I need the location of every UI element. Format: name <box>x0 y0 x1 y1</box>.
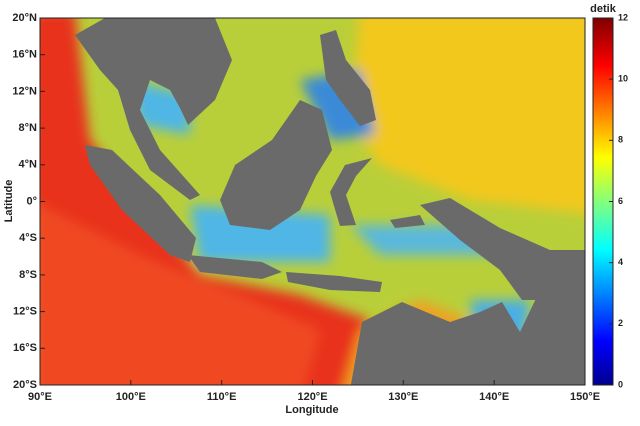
x-tick-label: 90°E <box>28 391 52 403</box>
colorbar-tick-label: 10 <box>618 74 628 84</box>
land <box>85 145 196 262</box>
y-axis-label: Latitude <box>3 180 15 223</box>
x-tick-label: 150°E <box>570 391 600 403</box>
y-tick-label: 20°N <box>12 12 37 24</box>
land <box>390 215 425 228</box>
x-tick-label: 130°E <box>388 391 418 403</box>
y-tick-label: 0° <box>26 195 37 207</box>
y-tick-label: 16°S <box>13 342 37 354</box>
land <box>320 30 376 126</box>
colorbar-label: detik <box>590 3 617 15</box>
x-tick-label: 140°E <box>479 391 509 403</box>
land <box>330 158 372 226</box>
y-tick-label: 8°S <box>19 269 37 281</box>
land <box>75 18 232 200</box>
x-axis-label: Longitude <box>285 404 338 416</box>
y-tick-label: 4°S <box>19 232 37 244</box>
land <box>350 288 585 385</box>
colorbar-tick-label: 8 <box>618 135 623 145</box>
map-field <box>40 18 585 385</box>
x-tick-label: 110°E <box>207 391 236 403</box>
y-tick-label: 12°N <box>12 85 37 97</box>
land <box>220 100 332 230</box>
land <box>420 198 585 300</box>
land <box>188 255 282 279</box>
x-tick-label: 120°E <box>297 391 327 403</box>
x-tick-label: 100°E <box>116 391 146 403</box>
y-tick-label: 4°N <box>19 159 38 171</box>
y-tick-label: 12°S <box>13 306 37 318</box>
colorbar-tick-label: 0 <box>618 379 623 389</box>
colorbar-tick-label: 4 <box>618 257 623 267</box>
colorbar-tick-label: 6 <box>618 196 623 206</box>
colorbar-tick-label: 2 <box>618 318 623 328</box>
y-tick-label: 16°N <box>12 49 37 61</box>
y-tick-label: 8°N <box>19 122 38 134</box>
colorbar-tick-label: 12 <box>618 12 628 22</box>
land <box>286 272 382 292</box>
y-tick-label: 20°S <box>13 379 37 391</box>
